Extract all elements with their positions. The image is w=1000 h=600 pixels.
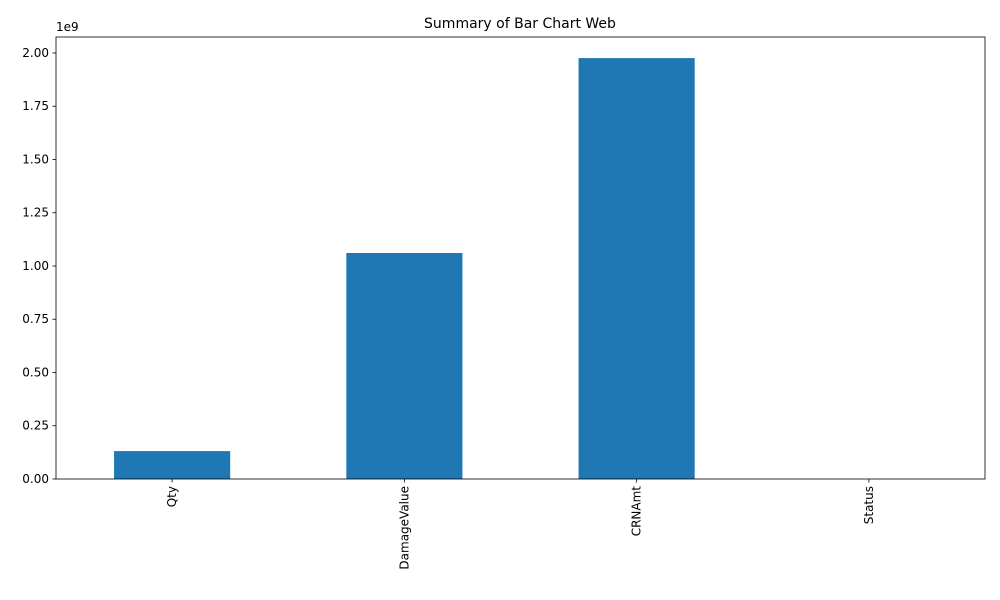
y-tick-label: 0.50	[22, 365, 49, 379]
chart-title: Summary of Bar Chart Web	[424, 16, 616, 32]
x-tick-label: DamageValue	[397, 486, 411, 570]
y-tick-label: 2.00	[22, 46, 49, 60]
y-tick-label: 1.75	[22, 99, 49, 113]
bar	[578, 58, 695, 479]
x-tick-label: CRNAmt	[630, 486, 644, 537]
y-tick-label: 1.25	[22, 206, 49, 220]
bar	[114, 451, 231, 479]
bar	[346, 252, 463, 479]
plot-frame	[55, 36, 986, 480]
y-tick-label: 1.00	[22, 259, 49, 273]
x-tick-label: Status	[862, 486, 876, 524]
y-tick-label: 0.25	[22, 419, 49, 433]
x-tick-label: Qty	[165, 486, 179, 507]
y-tick-label: 1.50	[22, 152, 49, 166]
y-offset-label: 1e9	[56, 20, 79, 34]
y-tick-label: 0.75	[22, 312, 49, 326]
y-tick-label: 0.00	[22, 472, 49, 486]
